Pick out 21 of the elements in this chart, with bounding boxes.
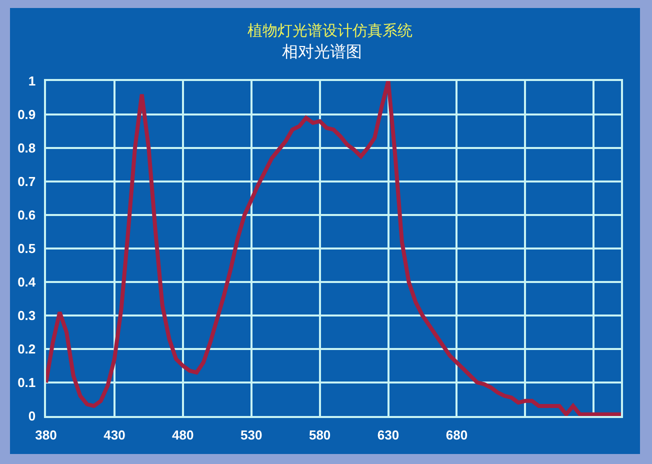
y-tick-label: 0.4 [18, 274, 36, 290]
x-tick-label: 680 [446, 427, 468, 442]
x-tick-label: 580 [308, 427, 331, 442]
x-tick-label: 480 [172, 427, 194, 442]
y-tick-label: 0.8 [18, 140, 36, 156]
y-tick-label: 0.5 [18, 241, 36, 256]
y-tick-label: 0 [28, 408, 36, 424]
x-tick-label: 380 [35, 427, 57, 442]
y-tick-label: 1 [28, 74, 36, 89]
y-tick-label: 0.2 [18, 342, 36, 357]
line-series [46, 81, 621, 416]
x-tick-label: 630 [377, 427, 400, 442]
y-tick-label: 0.7 [18, 174, 36, 190]
y-tick-label: 0.9 [18, 107, 36, 122]
y-tick-label: 0.3 [18, 308, 36, 324]
x-tick-label: 430 [104, 427, 126, 442]
x-tick-label: 530 [240, 427, 262, 442]
chart-title: 植物灯光谱设计仿真系统 [248, 21, 413, 40]
y-tick-label: 0.6 [18, 208, 36, 223]
y-tick-label: 0.1 [18, 375, 36, 390]
chart-subtitle: 相对光谱图 [282, 42, 362, 61]
